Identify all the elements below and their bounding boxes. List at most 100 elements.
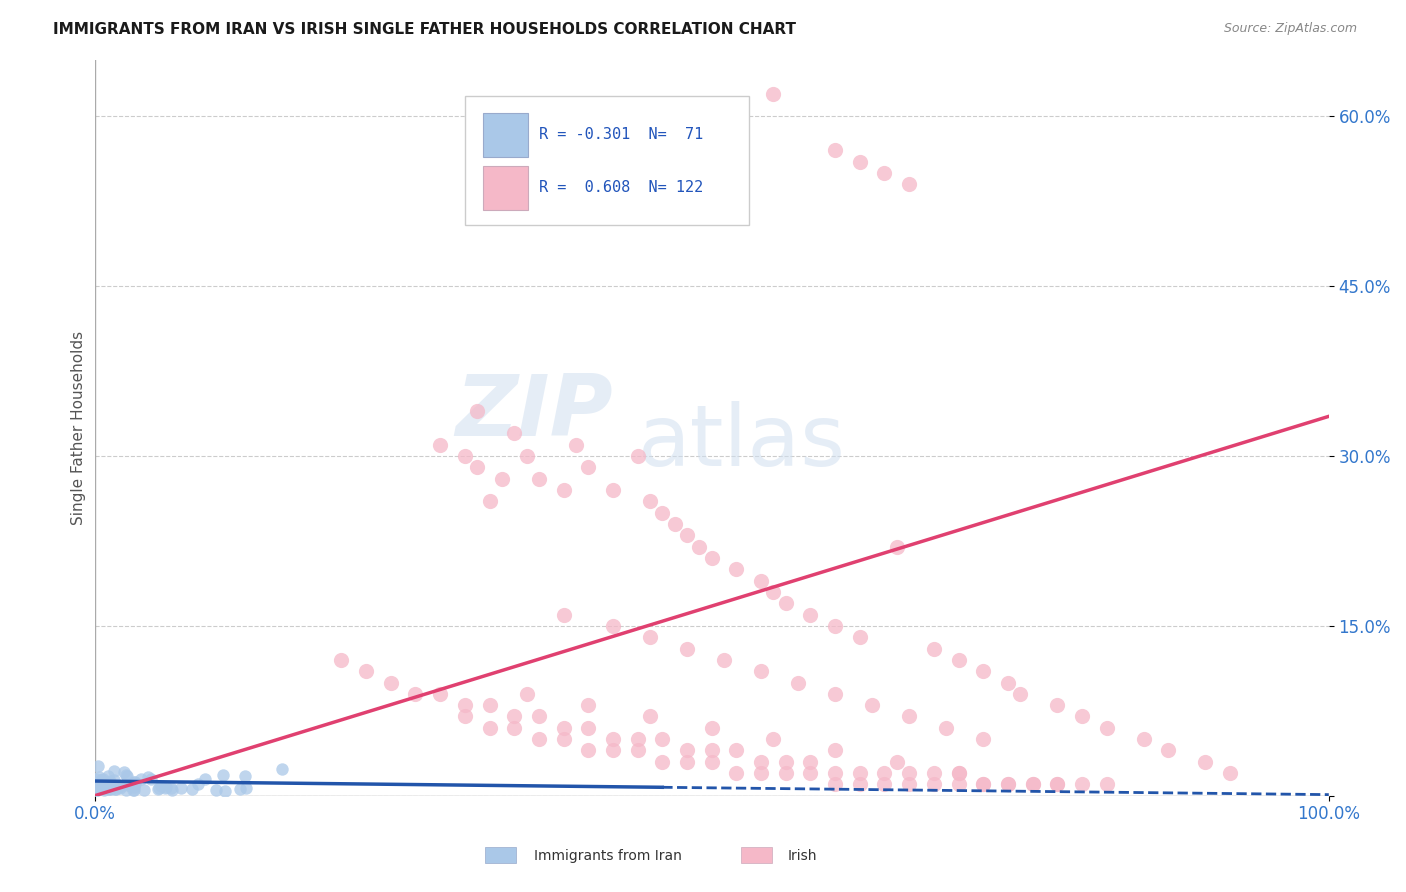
Point bbox=[229, 782, 252, 797]
Point bbox=[576, 698, 599, 713]
Point bbox=[429, 438, 451, 452]
Point bbox=[676, 641, 699, 656]
Point bbox=[576, 721, 599, 735]
Point bbox=[141, 772, 163, 786]
Point bbox=[651, 732, 673, 747]
Point bbox=[898, 777, 921, 791]
Point bbox=[749, 664, 772, 678]
Point bbox=[478, 698, 501, 713]
Point bbox=[124, 782, 146, 797]
Point bbox=[380, 675, 402, 690]
Point bbox=[849, 777, 872, 791]
Point bbox=[136, 770, 159, 784]
Point bbox=[602, 619, 624, 633]
Point bbox=[972, 732, 994, 747]
Point bbox=[997, 777, 1019, 791]
Point bbox=[330, 653, 353, 667]
Point bbox=[948, 766, 970, 780]
Point bbox=[454, 449, 477, 463]
Point bbox=[86, 782, 108, 797]
FancyBboxPatch shape bbox=[484, 166, 527, 210]
Point bbox=[948, 777, 970, 791]
Point bbox=[922, 766, 945, 780]
FancyBboxPatch shape bbox=[465, 96, 749, 226]
Point bbox=[98, 776, 121, 790]
Text: ZIP: ZIP bbox=[456, 371, 613, 454]
Point bbox=[84, 776, 107, 790]
Point bbox=[503, 709, 526, 723]
Point bbox=[948, 653, 970, 667]
Point bbox=[515, 687, 537, 701]
Point bbox=[638, 630, 661, 644]
Point bbox=[122, 775, 145, 789]
Point bbox=[97, 782, 120, 797]
Text: R =  0.608  N= 122: R = 0.608 N= 122 bbox=[538, 180, 703, 195]
Point bbox=[478, 721, 501, 735]
Point bbox=[860, 698, 883, 713]
Point bbox=[1046, 698, 1069, 713]
Point bbox=[98, 782, 121, 797]
Point bbox=[972, 777, 994, 791]
Point bbox=[90, 773, 112, 788]
Point bbox=[1010, 687, 1032, 701]
Point bbox=[98, 773, 121, 788]
Point bbox=[576, 743, 599, 757]
Point bbox=[86, 783, 108, 797]
Point bbox=[997, 777, 1019, 791]
Point bbox=[1046, 777, 1069, 791]
Point bbox=[688, 540, 710, 554]
Point bbox=[131, 772, 153, 787]
Point bbox=[602, 483, 624, 497]
Point bbox=[602, 732, 624, 747]
Point bbox=[749, 766, 772, 780]
Point bbox=[749, 755, 772, 769]
Point bbox=[87, 759, 110, 773]
Point bbox=[651, 755, 673, 769]
Point bbox=[87, 781, 110, 796]
Point bbox=[93, 780, 115, 794]
Point bbox=[553, 483, 575, 497]
Text: atlas: atlas bbox=[638, 401, 845, 483]
Point bbox=[935, 721, 957, 735]
Point bbox=[491, 472, 513, 486]
Point bbox=[1021, 777, 1043, 791]
Point bbox=[627, 449, 650, 463]
Point bbox=[638, 494, 661, 508]
Point bbox=[515, 449, 537, 463]
Point bbox=[824, 766, 846, 780]
Point bbox=[676, 743, 699, 757]
Point bbox=[799, 607, 821, 622]
Point bbox=[180, 782, 202, 797]
Point bbox=[824, 777, 846, 791]
Point bbox=[799, 755, 821, 769]
Point bbox=[84, 772, 107, 786]
Point bbox=[725, 743, 748, 757]
Point bbox=[104, 781, 127, 796]
Point bbox=[235, 769, 257, 783]
Point bbox=[465, 403, 488, 417]
Text: Source: ZipAtlas.com: Source: ZipAtlas.com bbox=[1223, 22, 1357, 36]
Point bbox=[86, 778, 108, 792]
Point bbox=[676, 755, 699, 769]
Point bbox=[922, 777, 945, 791]
Point bbox=[972, 664, 994, 678]
Point bbox=[115, 768, 138, 782]
Point bbox=[115, 768, 138, 782]
Point bbox=[108, 779, 131, 793]
Point bbox=[503, 426, 526, 441]
FancyBboxPatch shape bbox=[484, 113, 527, 157]
Point bbox=[148, 780, 170, 795]
Point bbox=[886, 755, 908, 769]
Point bbox=[110, 779, 132, 793]
Point bbox=[160, 783, 183, 797]
Point bbox=[103, 764, 125, 778]
Point bbox=[100, 780, 122, 794]
Point bbox=[527, 472, 550, 486]
Point bbox=[700, 721, 723, 735]
Point bbox=[103, 773, 125, 788]
Point bbox=[775, 755, 797, 769]
Point bbox=[898, 177, 921, 191]
Point bbox=[527, 732, 550, 747]
Point bbox=[553, 732, 575, 747]
Point bbox=[89, 781, 111, 796]
